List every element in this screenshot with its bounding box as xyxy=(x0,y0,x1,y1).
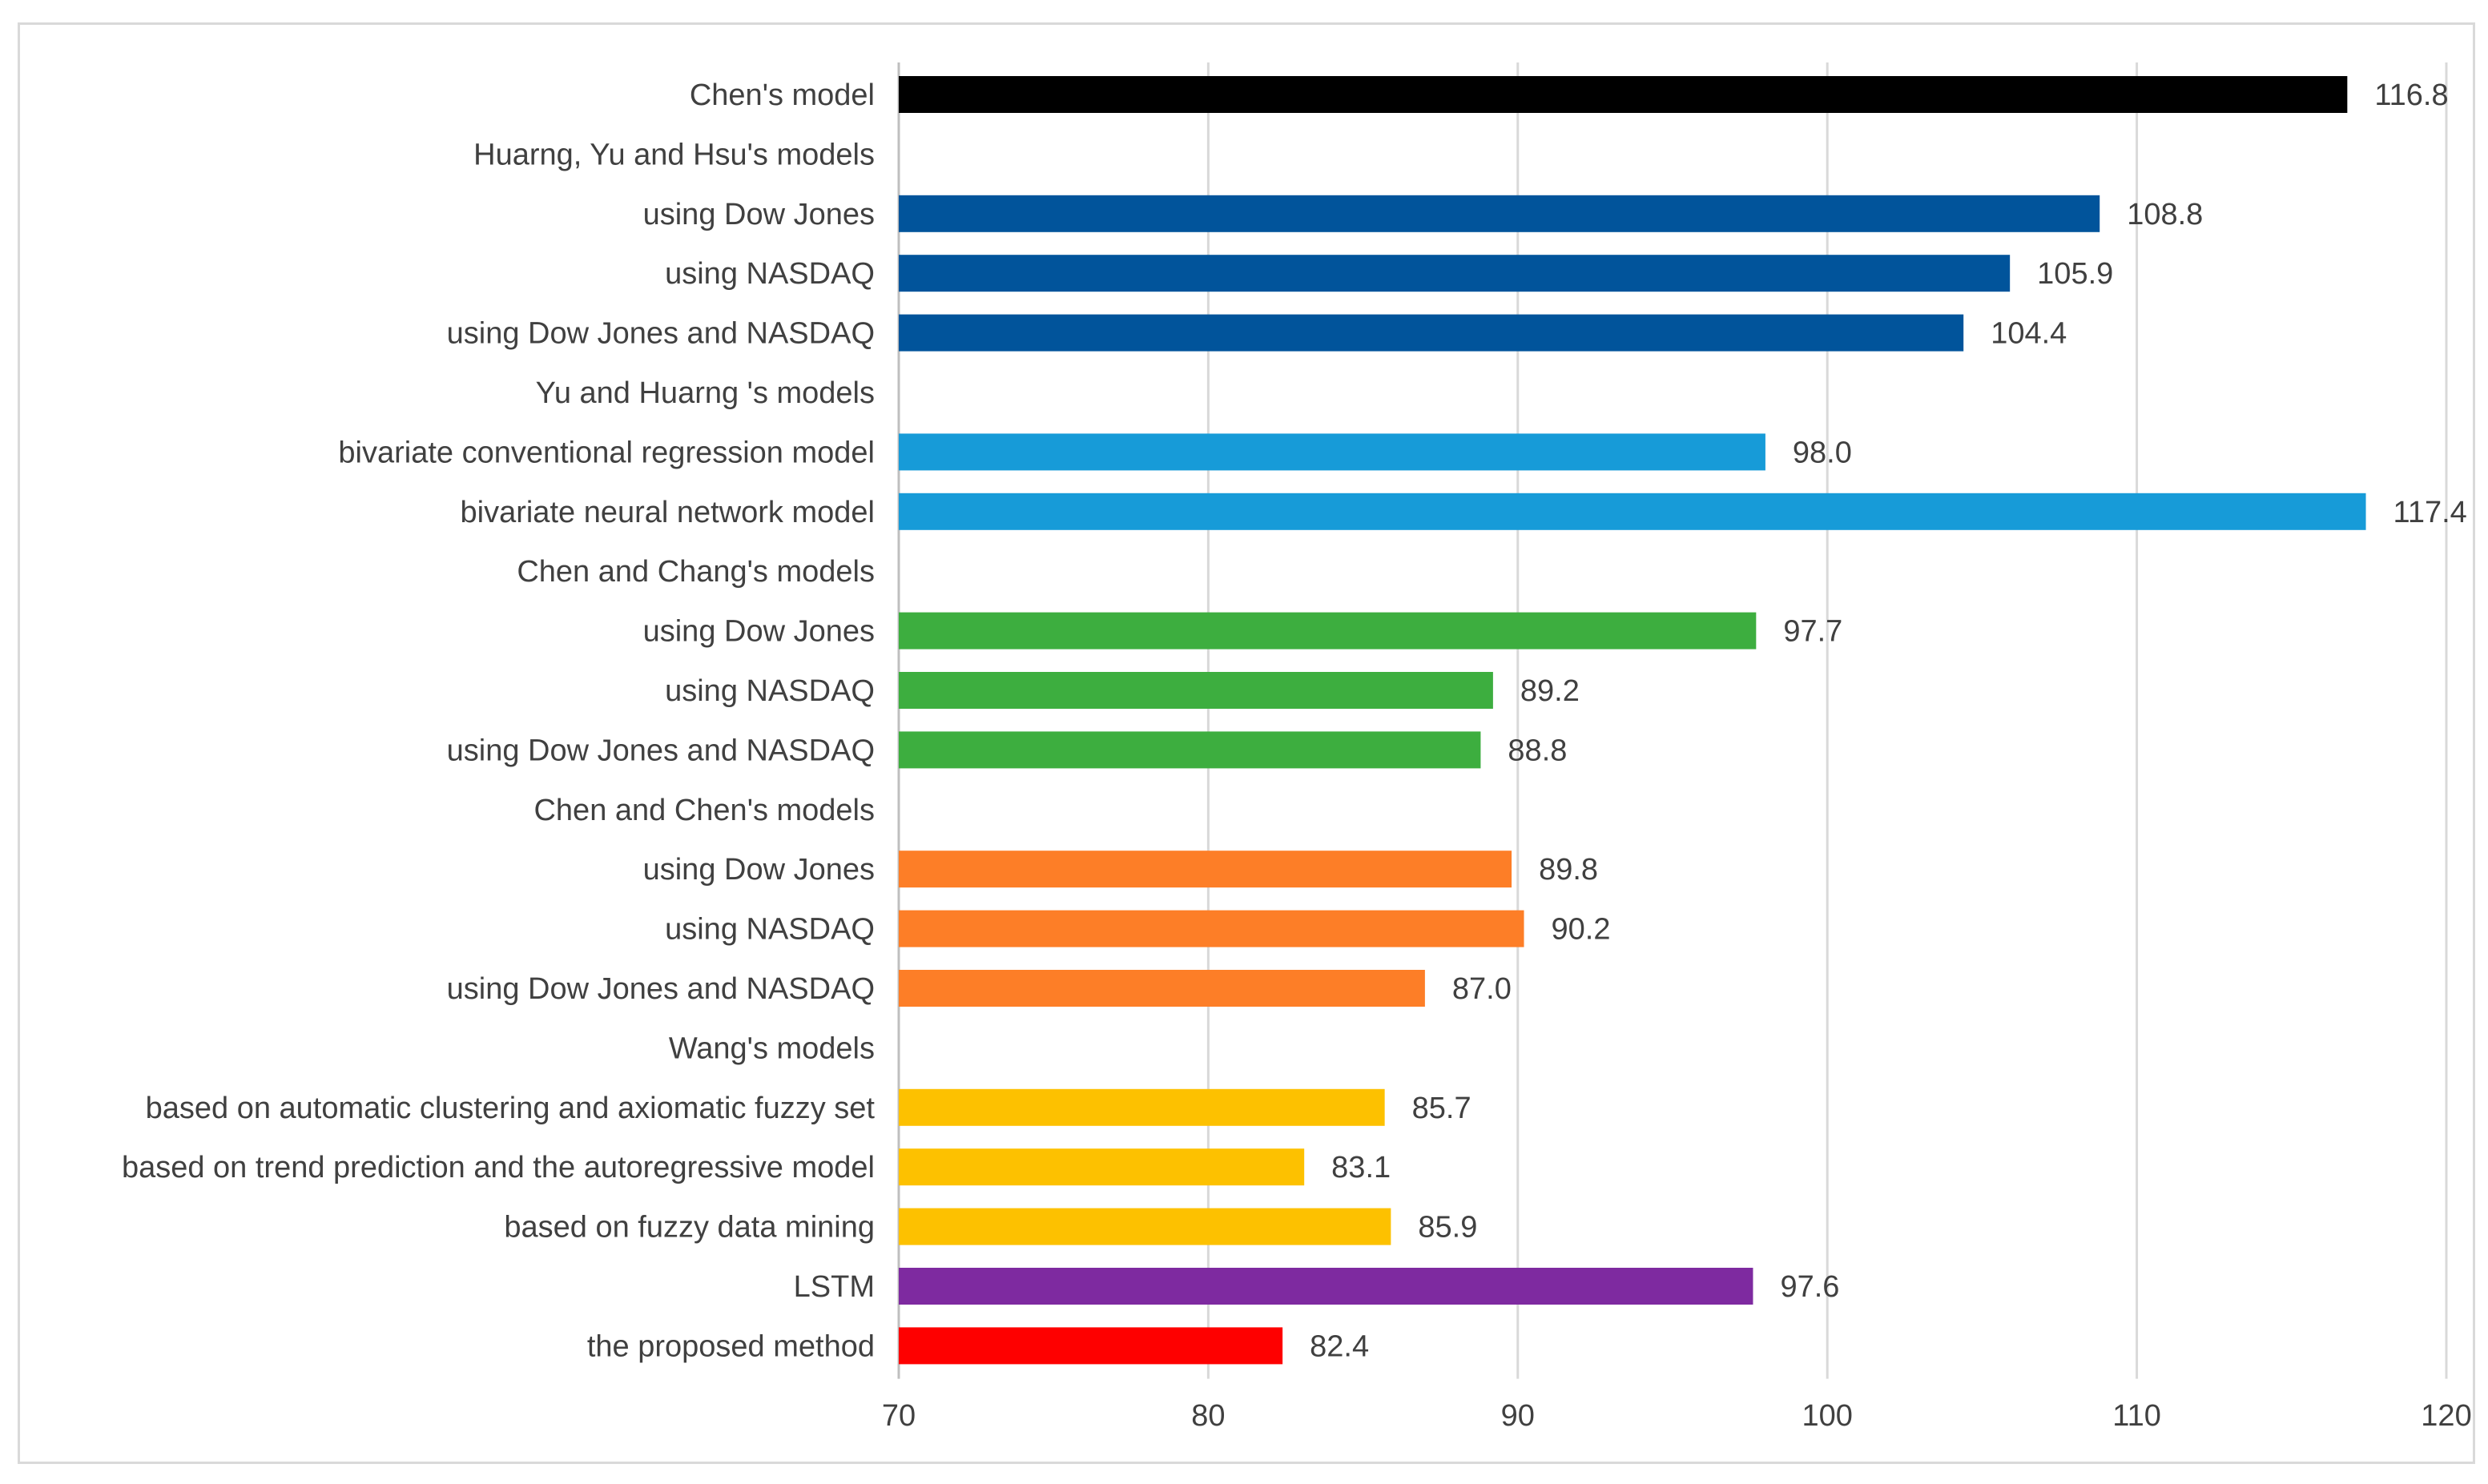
category-labels: Chen's model Huarng, Yu and Hsu's models u… xyxy=(122,78,875,1363)
value-label: 82.4 xyxy=(1310,1329,1369,1363)
category-label: the proposed method xyxy=(587,1329,875,1363)
value-label: 104.4 xyxy=(1991,317,2067,351)
category-label: using Dow Jones and NASDAQ xyxy=(447,972,875,1006)
value-label: 89.8 xyxy=(1539,853,1598,887)
category-label: based on trend prediction and the autore… xyxy=(122,1151,875,1184)
category-label: Wang's models xyxy=(669,1032,875,1065)
value-label: 117.4 xyxy=(2393,496,2467,529)
x-tick-label: 80 xyxy=(1191,1399,1225,1433)
value-label: 97.7 xyxy=(1783,615,1842,649)
value-label: 108.8 xyxy=(2127,198,2203,231)
value-label: 83.1 xyxy=(1331,1151,1391,1184)
value-label: 89.2 xyxy=(1520,674,1580,708)
bar xyxy=(899,612,1757,650)
bar xyxy=(899,1268,1753,1305)
category-label: using Dow Jones and NASDAQ xyxy=(447,317,875,351)
category-label: Chen and Chen's models xyxy=(533,794,875,827)
x-axis-ticks: 70 80 90 100 110 120 xyxy=(882,1399,2472,1433)
value-label: 85.7 xyxy=(1412,1092,1471,1125)
category-label: using Dow Jones xyxy=(643,853,875,887)
x-tick-label: 100 xyxy=(1802,1399,1852,1433)
value-labels: 116.8 108.8 105.9 104.4 98.0 117.4 97.7 89.2 88.… xyxy=(1310,78,2467,1363)
bar xyxy=(899,731,1481,769)
x-tick-label: 120 xyxy=(2421,1399,2471,1433)
value-label: 85.9 xyxy=(1418,1211,1477,1245)
x-tick-label: 70 xyxy=(882,1399,916,1433)
bar xyxy=(899,1327,1283,1365)
category-label: using Dow Jones xyxy=(643,198,875,231)
category-label: Chen and Chang's models xyxy=(517,555,875,589)
bar xyxy=(899,970,1425,1007)
category-label: using NASDAQ xyxy=(665,257,875,291)
value-label: 116.8 xyxy=(2374,78,2448,112)
category-label: based on fuzzy data mining xyxy=(504,1211,875,1245)
category-label: using NASDAQ xyxy=(665,913,875,947)
value-label: 98.0 xyxy=(1793,436,1852,469)
bar xyxy=(899,910,1524,947)
bar xyxy=(899,493,2366,530)
category-label: Chen's model xyxy=(690,78,875,112)
bar xyxy=(899,195,2100,232)
value-label: 90.2 xyxy=(1552,913,1611,947)
category-label: LSTM xyxy=(794,1270,875,1304)
category-label: using Dow Jones xyxy=(643,615,875,649)
category-label: bivariate conventional regression model xyxy=(338,436,875,469)
category-label: Yu and Huarng 's models xyxy=(536,376,875,410)
bar xyxy=(899,433,1765,471)
bar xyxy=(899,1208,1391,1245)
bar xyxy=(899,1148,1305,1186)
x-tick-label: 90 xyxy=(1501,1399,1535,1433)
value-label: 97.6 xyxy=(1780,1270,1839,1304)
bar xyxy=(899,672,1493,709)
category-label: Huarng, Yu and Hsu's models xyxy=(473,138,875,171)
category-label: based on automatic clustering and axioma… xyxy=(146,1092,876,1125)
x-tick-label: 110 xyxy=(2112,1399,2161,1433)
bar xyxy=(899,851,1512,888)
bar xyxy=(899,76,2348,113)
bar xyxy=(899,1088,1385,1126)
category-label: bivariate neural network model xyxy=(461,496,876,529)
category-label: using NASDAQ xyxy=(665,674,875,708)
bars xyxy=(899,76,2366,1365)
bar xyxy=(899,314,1964,352)
category-label: using Dow Jones and NASDAQ xyxy=(447,734,875,767)
value-label: 87.0 xyxy=(1452,972,1512,1006)
bar xyxy=(899,255,2011,292)
value-label: 105.9 xyxy=(2037,257,2113,291)
value-label: 88.8 xyxy=(1508,734,1567,767)
